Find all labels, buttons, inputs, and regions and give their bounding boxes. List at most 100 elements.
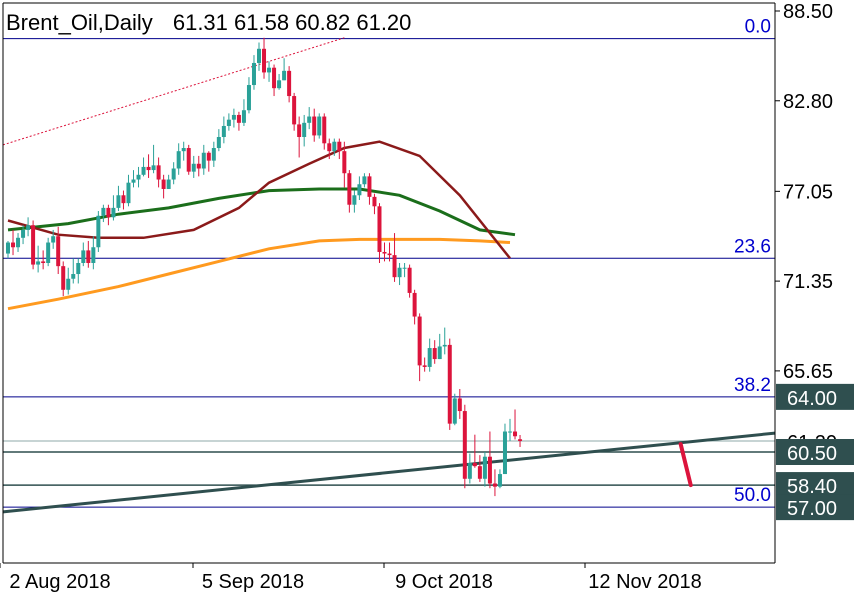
time-tick-label: 9 Oct 2018 [395,571,493,593]
candle-body [6,242,10,254]
price-label-box [776,439,854,465]
candle-body [161,179,166,189]
moving-averages-layer [7,140,516,311]
candle-body [101,207,106,216]
candle-body [56,236,61,267]
candle-body [492,483,497,487]
candle-body [327,143,332,152]
time-tick-label: 5 Sep 2018 [202,571,304,593]
candle-body [322,116,327,144]
fib-level-label: 50.0 [734,485,771,506]
candle-body [377,206,382,252]
candle-body [272,67,277,89]
candle-body [312,116,317,136]
candle-body [282,70,287,81]
time-tick-label: 12 Nov 2018 [588,571,701,593]
candle-body [156,165,161,180]
candle-body [136,174,141,180]
ohlc-values: 61.31 61.58 60.82 61.20 [173,10,412,35]
candle-body [246,85,251,111]
candle-body [241,110,246,123]
candle-body [452,398,457,424]
candle-body [11,242,16,248]
candle-body [146,166,151,171]
forecast-layer [678,442,693,488]
rising-trendline [2,431,776,514]
candle-body [518,439,523,441]
candle-body [126,182,131,204]
candle-body [226,119,231,126]
candle-body [427,348,432,367]
candle-body [277,80,282,89]
candle-body [121,195,126,204]
candle-body [367,176,372,197]
price-axis: 88.5082.8077.0571.3565.6564.0061.2060.50… [775,1,855,521]
candle-body [201,152,206,169]
price-tick-label: 71.35 [783,271,833,293]
candle-body [302,122,307,137]
fib-lines-layer: 0.0 23.6 38.2 50.0 [3,17,775,508]
candle-body [16,237,21,248]
candle-body [106,207,111,218]
candle-body [211,148,216,161]
trendlines-layer [2,37,776,514]
price-label-box [776,494,854,521]
candle-body [96,215,101,248]
candle-body [447,344,452,424]
candle-body [61,266,66,290]
candle-body [442,344,447,347]
candle-body [176,151,181,169]
candle-body [392,255,397,278]
candle-body [502,431,507,475]
candle-body [41,261,46,263]
candle-body [382,251,387,254]
candle-body [347,173,352,205]
candle-body [477,466,482,479]
candles-layer [6,37,523,497]
candle-body [76,263,81,275]
candle-body [342,151,347,174]
candle-body [171,168,176,180]
fib-level-label: 23.6 [734,236,771,257]
price-label-text: 60.50 [787,443,837,465]
candle-body [111,207,116,218]
candle-body [191,163,196,172]
candle-body [472,463,477,467]
candle-body [407,267,412,293]
candle-body [457,398,462,412]
forecast-arrow [678,442,693,488]
ma-mid-line [7,187,516,237]
price-label-text: 57.00 [787,498,837,520]
candle-body [81,250,86,263]
price-tick-label: 65.65 [783,361,833,383]
candle-body [397,267,402,278]
candle-body [297,124,302,137]
candle-body [387,253,392,256]
price-label-text: 58.40 [787,476,837,498]
candle-body [26,225,31,230]
candle-body [437,346,442,360]
candle-body [462,411,467,479]
time-axis: 2 Aug 2018 5 Sep 2018 9 Oct 2018 12 Nov 201… [0,563,702,593]
ma-long-line [7,237,511,311]
chart-header: Brent_Oil,Daily 61.31 61.58 60.82 61.20 [6,10,411,35]
candle-body [46,242,51,263]
candle-body [71,274,76,279]
candle-body [422,365,427,367]
candle-body [251,62,256,86]
candle-body [262,48,267,73]
candle-body [116,195,121,208]
candle-body [51,236,56,243]
candle-body [352,195,357,205]
candle-body [467,463,472,479]
candle-body [287,70,292,97]
symbol-label: Brent_Oil,Daily [6,10,153,35]
price-label-box [776,383,854,410]
price-tick-label: 88.50 [783,1,833,23]
candle-body [21,229,26,238]
candle-body [487,456,492,484]
price-tick-label: 77.05 [783,181,833,203]
time-tick-label: 2 Aug 2018 [9,571,110,593]
fib-level-label: 0.0 [745,17,771,38]
